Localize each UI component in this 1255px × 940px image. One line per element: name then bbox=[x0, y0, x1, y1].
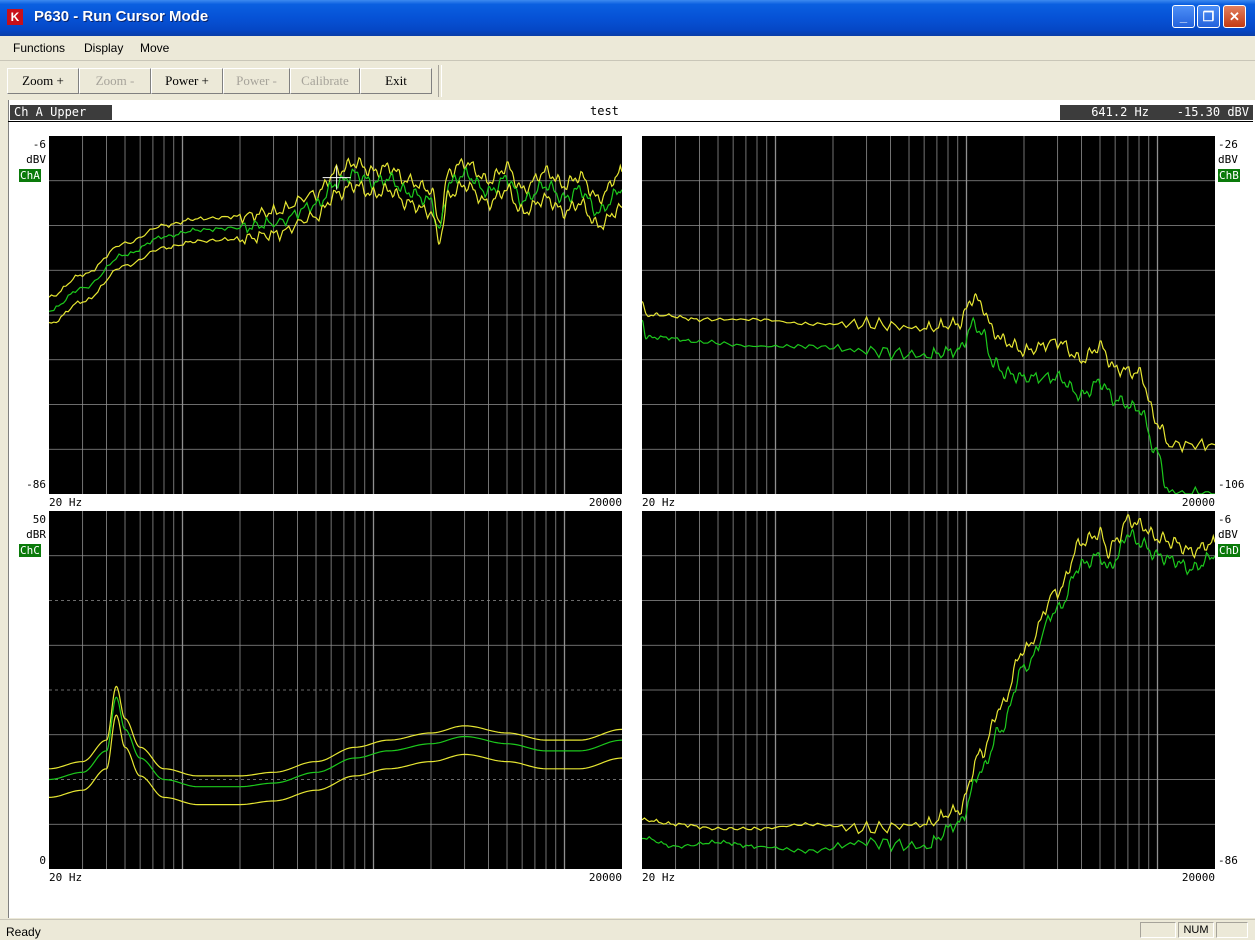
series-line-ChC-0 bbox=[49, 685, 622, 777]
close-icon: ✕ bbox=[1229, 9, 1240, 24]
zoom-in-button[interactable]: Zoom + bbox=[7, 68, 79, 94]
minimize-button[interactable]: _ bbox=[1172, 5, 1195, 28]
calibrate-button[interactable]: Calibrate bbox=[290, 68, 360, 94]
menu-display[interactable]: Display bbox=[84, 41, 124, 55]
zoom-out-button[interactable]: Zoom - bbox=[79, 68, 151, 94]
cursor-crosshair[interactable] bbox=[322, 165, 351, 190]
series-line-ChA-1 bbox=[49, 166, 622, 312]
unit-chB: dBV bbox=[1218, 153, 1238, 166]
chart-svg-ChC bbox=[49, 511, 622, 869]
xlabel-start-chC: 20 Hz bbox=[49, 871, 83, 884]
menu-bar: Functions Display Move bbox=[0, 36, 1255, 61]
channel-badge-chB: ChB bbox=[1218, 169, 1240, 182]
xlabel-end-chC: 20000 bbox=[588, 871, 622, 884]
close-button[interactable]: ✕ bbox=[1223, 5, 1246, 28]
ylabel-bottom-chC: 0 bbox=[39, 854, 46, 867]
exit-button[interactable]: Exit bbox=[360, 68, 432, 94]
unit-chA: dBV bbox=[26, 153, 46, 166]
series-line-ChC-2 bbox=[49, 714, 622, 806]
status-bar: Ready NUM bbox=[0, 919, 1255, 940]
chart-svg-ChB bbox=[642, 136, 1215, 494]
series-line-ChC-1 bbox=[49, 696, 622, 788]
title-bar: K P630 - Run Cursor Mode _ ❐ ✕ bbox=[0, 0, 1255, 36]
plot-chD[interactable] bbox=[642, 511, 1215, 869]
power-down-button[interactable]: Power - bbox=[223, 68, 290, 94]
status-text: Ready bbox=[6, 925, 41, 939]
xlabel-end-chA: 20000 bbox=[588, 496, 622, 509]
ylabel-top-chB: -26 bbox=[1218, 138, 1238, 151]
ylabel-top-chC: 50 bbox=[32, 513, 46, 526]
series-line-ChB-0 bbox=[642, 293, 1215, 454]
restore-button[interactable]: ❐ bbox=[1197, 5, 1220, 28]
xlabel-start-chB: 20 Hz bbox=[642, 496, 676, 509]
restore-icon: ❐ bbox=[1202, 9, 1215, 24]
cursor-frequency: 641.2 Hz bbox=[1060, 105, 1153, 120]
xlabel-end-chB: 20000 bbox=[1181, 496, 1215, 509]
series-line-ChA-0 bbox=[49, 156, 622, 298]
header-divider bbox=[8, 121, 1253, 122]
plot-chC[interactable] bbox=[49, 511, 622, 869]
test-title: test bbox=[590, 104, 619, 118]
cursor-level: -15.30 dBV bbox=[1152, 105, 1253, 120]
ylabel-top-chA: -6 bbox=[32, 138, 46, 151]
chart-svg-ChD bbox=[642, 511, 1215, 869]
toolbar-separator bbox=[438, 65, 442, 97]
plot-chB[interactable] bbox=[642, 136, 1215, 494]
channel-indicator: Ch A Upper bbox=[10, 105, 112, 120]
unit-chD: dBV bbox=[1218, 528, 1238, 541]
toolbar: Zoom + Zoom - Power + Power - Calibrate … bbox=[0, 61, 1255, 98]
series-line-ChD-1 bbox=[642, 528, 1215, 854]
xlabel-start-chA: 20 Hz bbox=[49, 496, 83, 509]
unit-chC: dBR bbox=[26, 528, 46, 541]
app-logo-icon: K bbox=[7, 9, 23, 25]
xlabel-end-chD: 20000 bbox=[1181, 871, 1215, 884]
minimize-icon: _ bbox=[1179, 9, 1188, 24]
channel-badge-chA: ChA bbox=[19, 169, 41, 182]
power-up-button[interactable]: Power + bbox=[151, 68, 223, 94]
series-line-ChB-1 bbox=[642, 316, 1215, 494]
ylabel-bottom-chD: -86 bbox=[1218, 854, 1238, 867]
series-line-ChD-0 bbox=[642, 513, 1215, 835]
channel-badge-chC: ChC bbox=[19, 544, 41, 557]
status-pane-num: NUM bbox=[1178, 922, 1214, 938]
ylabel-top-chD: -6 bbox=[1218, 513, 1232, 526]
xlabel-start-chD: 20 Hz bbox=[642, 871, 676, 884]
status-pane-scrl bbox=[1216, 922, 1248, 938]
menu-move[interactable]: Move bbox=[140, 41, 170, 55]
channel-badge-chD: ChD bbox=[1218, 544, 1240, 557]
chart-svg-ChA bbox=[49, 136, 622, 494]
ylabel-bottom-chB: -106 bbox=[1218, 478, 1245, 491]
series-line-ChA-2 bbox=[49, 180, 622, 324]
ylabel-bottom-chA: -86 bbox=[26, 478, 46, 491]
menu-functions[interactable]: Functions bbox=[13, 41, 66, 55]
plot-chA[interactable] bbox=[49, 136, 622, 494]
window-title: P630 - Run Cursor Mode bbox=[34, 8, 209, 25]
status-pane-caps bbox=[1140, 922, 1176, 938]
